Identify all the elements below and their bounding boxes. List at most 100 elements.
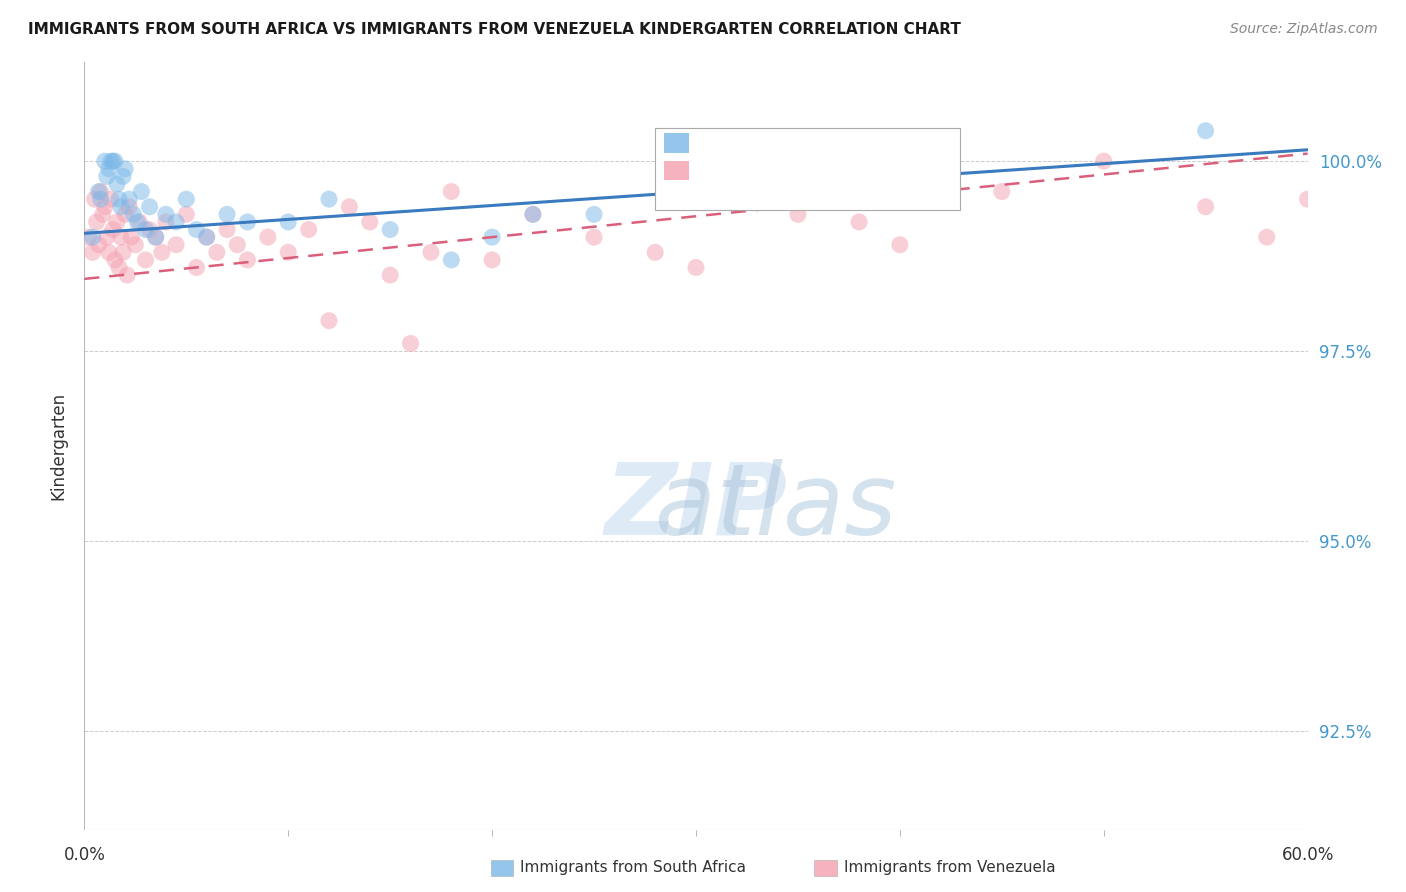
Point <box>440 185 463 199</box>
Point <box>205 245 228 260</box>
Y-axis label: Kindergarten: Kindergarten <box>49 392 67 500</box>
Point <box>1092 154 1115 169</box>
Point <box>104 252 127 267</box>
Point <box>236 215 259 229</box>
Point <box>90 192 112 206</box>
Point <box>174 192 197 206</box>
Point <box>399 336 422 351</box>
Point <box>217 207 239 221</box>
Point <box>380 268 402 282</box>
Point <box>217 222 239 236</box>
Point <box>380 222 402 236</box>
Point <box>112 245 135 260</box>
Text: R = 0.265   N = 65: R = 0.265 N = 65 <box>697 163 849 178</box>
Point <box>114 207 136 221</box>
Point <box>128 215 150 229</box>
Point <box>112 169 135 184</box>
Point <box>644 245 666 260</box>
Point <box>131 185 153 199</box>
Point <box>124 237 146 252</box>
Text: Source: ZipAtlas.com: Source: ZipAtlas.com <box>1230 22 1378 37</box>
Point <box>83 192 105 206</box>
Point <box>277 215 299 229</box>
Point <box>110 230 132 244</box>
Text: IMMIGRANTS FROM SOUTH AFRICA VS IMMIGRANTS FROM VENEZUELA KINDERGARTEN CORRELATI: IMMIGRANTS FROM SOUTH AFRICA VS IMMIGRAN… <box>28 22 960 37</box>
Point <box>90 185 112 199</box>
Point <box>145 230 167 244</box>
Point <box>1256 230 1278 244</box>
Point <box>195 230 218 244</box>
Point <box>105 177 128 191</box>
Point <box>481 230 503 244</box>
Point <box>848 215 870 229</box>
Point <box>226 237 249 252</box>
Text: Immigrants from South Africa: Immigrants from South Africa <box>520 861 747 875</box>
Point <box>318 314 340 328</box>
Point <box>165 215 187 229</box>
Point <box>359 215 381 229</box>
Point <box>120 230 142 244</box>
Point <box>127 215 149 229</box>
Point <box>889 237 911 252</box>
Point <box>787 207 810 221</box>
Point <box>298 222 321 236</box>
Point <box>522 207 544 221</box>
Point <box>93 200 115 214</box>
Point <box>583 230 606 244</box>
Point <box>108 260 131 275</box>
Point <box>82 245 104 260</box>
Point <box>108 192 131 206</box>
Point <box>1195 124 1218 138</box>
Point <box>77 230 100 244</box>
Point <box>138 222 160 236</box>
Point <box>91 207 114 221</box>
Point <box>100 154 122 169</box>
Point <box>115 268 138 282</box>
Point <box>155 215 177 229</box>
Point <box>135 252 157 267</box>
Point <box>236 252 259 267</box>
Point <box>440 252 463 267</box>
Text: atlas: atlas <box>496 458 896 556</box>
Point <box>93 154 115 169</box>
Point <box>420 245 443 260</box>
Point <box>257 230 280 244</box>
Point <box>101 222 124 236</box>
Point <box>101 154 124 169</box>
Point <box>522 207 544 221</box>
Point <box>118 200 141 214</box>
Text: ZIP: ZIP <box>605 458 787 556</box>
Point <box>86 215 108 229</box>
Point <box>82 230 104 244</box>
Point <box>195 230 218 244</box>
Text: Immigrants from Venezuela: Immigrants from Venezuela <box>844 861 1056 875</box>
Point <box>174 207 197 221</box>
Point <box>104 154 127 169</box>
Text: R = 0.320   N = 36: R = 0.320 N = 36 <box>697 136 849 151</box>
Point <box>118 192 141 206</box>
Point <box>339 200 361 214</box>
Point <box>97 245 120 260</box>
Point <box>277 245 299 260</box>
Point <box>165 237 187 252</box>
Point <box>96 169 118 184</box>
Point <box>138 200 160 214</box>
Point <box>122 207 145 221</box>
Point <box>481 252 503 267</box>
Point <box>150 245 173 260</box>
Point <box>105 215 128 229</box>
Point <box>87 185 110 199</box>
Point <box>991 185 1014 199</box>
Point <box>155 207 177 221</box>
Point <box>583 207 606 221</box>
Point <box>96 230 118 244</box>
Point <box>685 260 707 275</box>
Point <box>135 222 157 236</box>
Point <box>186 222 208 236</box>
Point <box>97 161 120 176</box>
Point <box>100 192 122 206</box>
Point <box>87 237 110 252</box>
Point <box>1337 215 1360 229</box>
Point <box>110 200 132 214</box>
Point <box>318 192 340 206</box>
